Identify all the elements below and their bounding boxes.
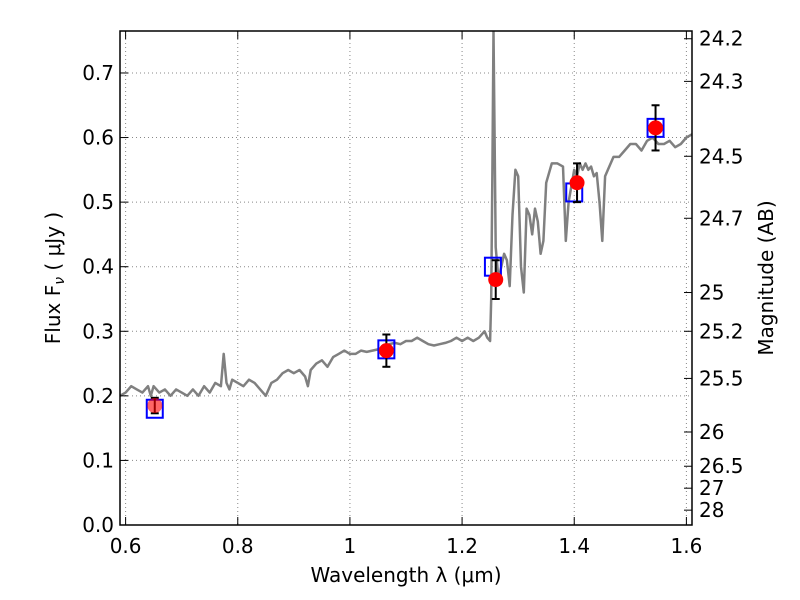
- y2-tick-label: 24.7: [699, 206, 744, 230]
- y2-tick-label: 26: [699, 420, 724, 444]
- y2-tick-label: 25: [699, 281, 724, 305]
- tick-layer: 0.6 0.8 1 1.2 1.4 1.6 0.0 0.1 0.2 0.3 0.4 0.5 0.6 0.7…: [82, 27, 743, 558]
- y2-tick-label: 24.3: [699, 69, 744, 93]
- x-tick-label: 0.8: [222, 534, 254, 558]
- y2-tick-label: 26.5: [699, 454, 744, 478]
- observed-point: [648, 120, 664, 136]
- x-tick-label: 1.4: [558, 534, 590, 558]
- y2-tick-label: 27: [699, 476, 724, 500]
- y-tick-label: 0.2: [82, 384, 114, 408]
- y2-tick-label: 28: [699, 498, 724, 522]
- observed-point: [147, 398, 163, 414]
- y2-tick-label: 25.2: [699, 319, 744, 343]
- observed-point: [378, 343, 394, 359]
- y2-axis-title: Magnitude (AB): [754, 200, 778, 355]
- photometry-layer: [145, 104, 665, 419]
- y-axis-title-main: Flux F: [41, 285, 65, 344]
- y-tick-label: 0.7: [82, 61, 114, 85]
- y-axis-title: Flux Fν ( μJy ): [41, 212, 68, 344]
- plot-frame: [119, 30, 693, 526]
- observed-point: [488, 272, 504, 288]
- y-axis-title-unit: ( μJy ): [41, 212, 65, 277]
- x-tick-label: 1.6: [670, 534, 702, 558]
- x-tick-label: 1: [344, 534, 357, 558]
- observed-point: [569, 175, 585, 191]
- y2-tick-label: 24.5: [699, 144, 744, 168]
- y-axis-title-sub: ν: [52, 277, 68, 285]
- spectrum-layer: [120, 31, 692, 398]
- y2-tick-label: 25.5: [699, 366, 744, 390]
- spectrum-line: [120, 31, 692, 398]
- y-tick-label: 0.3: [82, 319, 114, 343]
- y-tick-label: 0.6: [82, 126, 114, 150]
- y-tick-label: 0.4: [82, 255, 114, 279]
- x-tick-label: 0.6: [110, 534, 142, 558]
- x-axis-title: Wavelength λ (μm): [310, 563, 501, 587]
- y-tick-label: 0.0: [82, 513, 114, 537]
- y2-tick-label: 24.2: [699, 27, 744, 51]
- y-tick-label: 0.5: [82, 190, 114, 214]
- x-tick-label: 1.2: [446, 534, 478, 558]
- y-tick-label: 0.1: [82, 448, 114, 472]
- grid-lines: [120, 31, 692, 526]
